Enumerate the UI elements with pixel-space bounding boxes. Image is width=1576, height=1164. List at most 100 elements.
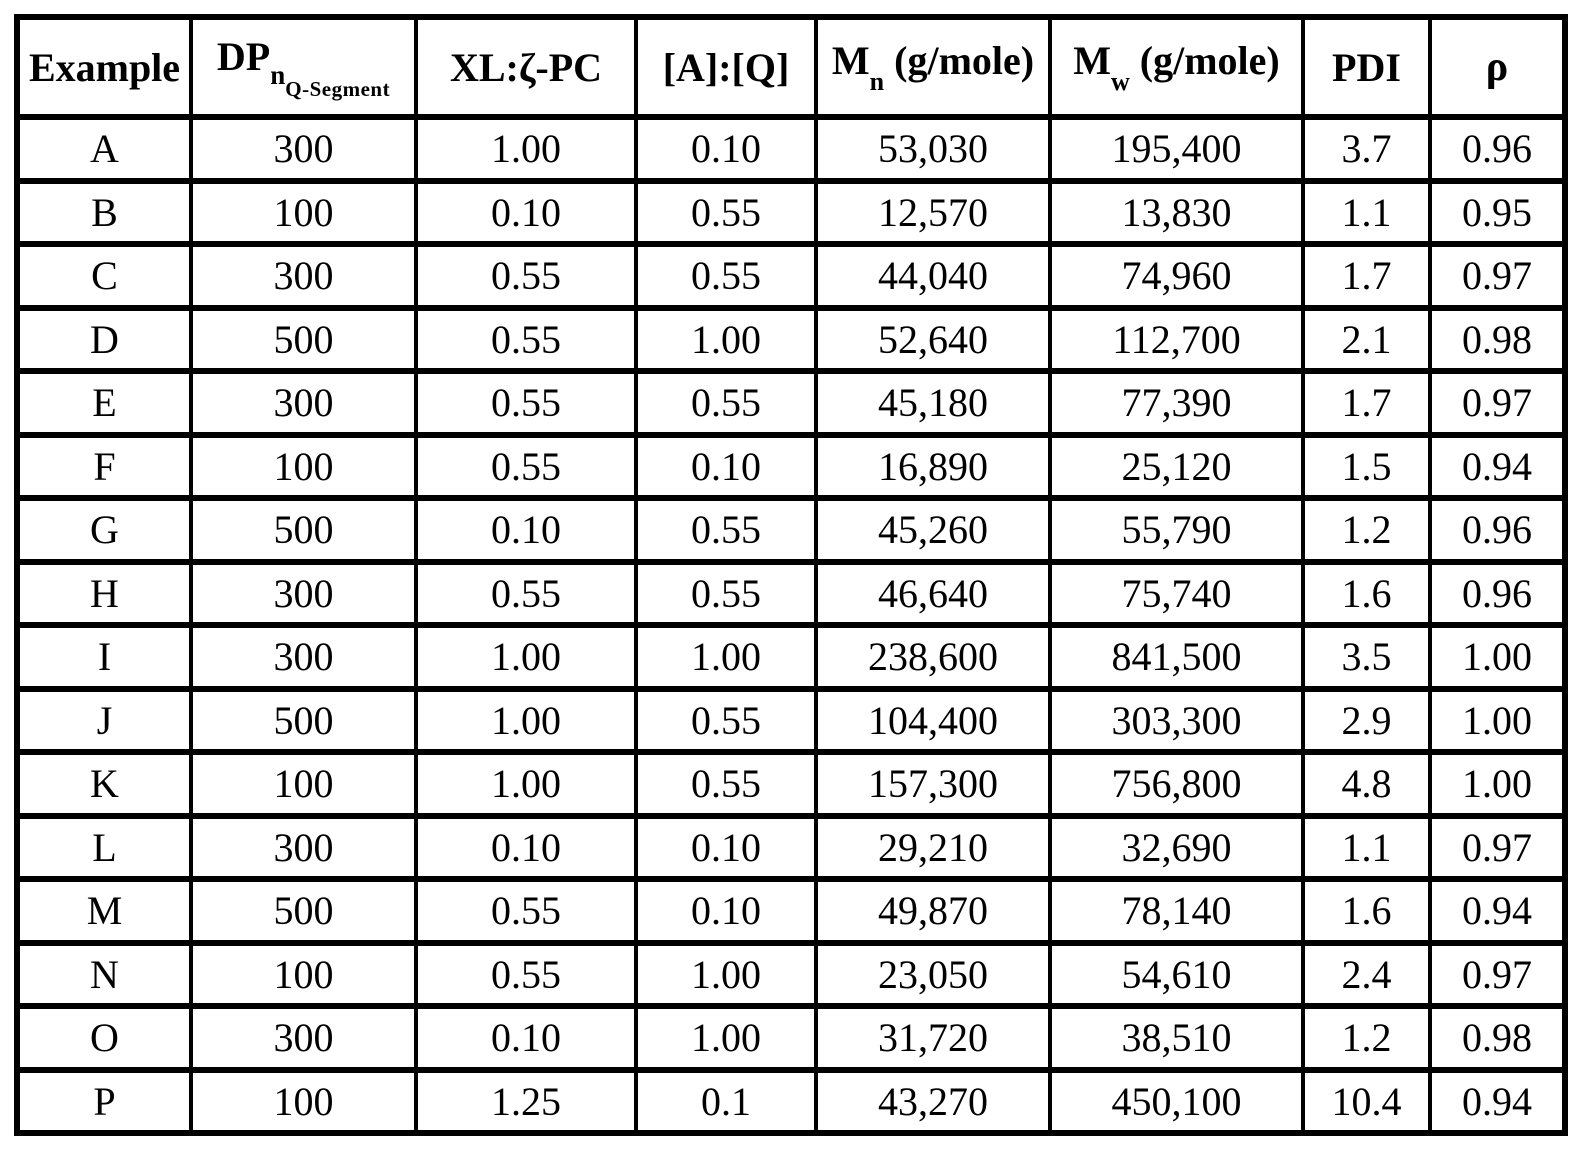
cell-p-aq: 0.1 [634,1066,818,1136]
cell-k-mn: 157,300 [814,749,1052,819]
cell-b-rho: 0.95 [1428,177,1567,247]
cell-g-pdi: 1.2 [1301,495,1432,565]
cell-f-aq: 0.10 [634,431,818,501]
cell-a-dp: 300 [189,114,418,184]
cell-f-xl: 0.55 [414,431,638,501]
cell-e-aq: 0.55 [634,368,818,438]
cell-p-mw: 450,100 [1048,1066,1305,1136]
dp-subsub-q-segment: Q-Segment [285,76,391,101]
cell-d-pdi: 2.1 [1301,304,1432,374]
cell-g-mn: 45,260 [814,495,1052,565]
cell-f-dp: 100 [189,431,418,501]
dp-sub-n: n [270,59,286,90]
table-row-k: K 100 1.00 0.55 157,300 756,800 4.8 1.00 [15,749,1567,819]
cell-i-example: I [15,622,193,692]
cell-g-dp: 500 [189,495,418,565]
polymer-properties-table: Example DPnQ-Segment XL:ζ-PC [A]:[Q] Mn(… [14,14,1568,1136]
cell-p-mn: 43,270 [814,1066,1052,1136]
cell-b-dp: 100 [189,177,418,247]
cell-n-xl: 0.55 [414,939,638,1009]
cell-d-xl: 0.55 [414,304,638,374]
col-header-mn: Mn (g/mole) [814,14,1052,120]
cell-g-mw: 55,790 [1048,495,1305,565]
cell-b-aq: 0.55 [634,177,818,247]
mw-units: (g/mole) [1139,38,1280,83]
col-header-pdi: PDI [1301,14,1432,120]
cell-l-mn: 29,210 [814,812,1052,882]
col-header-example: Example [15,14,193,120]
cell-f-pdi: 1.5 [1301,431,1432,501]
cell-i-pdi: 3.5 [1301,622,1432,692]
table-row-a: A 300 1.00 0.10 53,030 195,400 3.7 0.96 [15,114,1567,184]
table-row-e: E 300 0.55 0.55 45,180 77,390 1.7 0.97 [15,368,1567,438]
cell-f-mn: 16,890 [814,431,1052,501]
cell-d-example: D [15,304,193,374]
col-header-dp-n-q-segment: DPnQ-Segment [189,14,418,120]
cell-n-example: N [15,939,193,1009]
cell-o-mw: 38,510 [1048,1003,1305,1073]
cell-j-xl: 1.00 [414,685,638,755]
cell-h-rho: 0.96 [1428,558,1567,628]
table-row-c: C 300 0.55 0.55 44,040 74,960 1.7 0.97 [15,241,1567,311]
cell-i-xl: 1.00 [414,622,638,692]
table-row-d: D 500 0.55 1.00 52,640 112,700 2.1 0.98 [15,304,1567,374]
cell-h-mn: 46,640 [814,558,1052,628]
cell-e-xl: 0.55 [414,368,638,438]
mw-base: M [1073,38,1112,83]
table-row-b: B 100 0.10 0.55 12,570 13,830 1.1 0.95 [15,177,1567,247]
cell-l-aq: 0.10 [634,812,818,882]
cell-j-dp: 500 [189,685,418,755]
cell-g-xl: 0.10 [414,495,638,565]
cell-n-dp: 100 [189,939,418,1009]
cell-j-pdi: 2.9 [1301,685,1432,755]
cell-m-dp: 500 [189,876,418,946]
cell-l-xl: 0.10 [414,812,638,882]
cell-l-mw: 32,690 [1048,812,1305,882]
table-header: Example DPnQ-Segment XL:ζ-PC [A]:[Q] Mn(… [15,14,1567,120]
cell-f-example: F [15,431,193,501]
cell-a-pdi: 3.7 [1301,114,1432,184]
table-row-m: M 500 0.55 0.10 49,870 78,140 1.6 0.94 [15,876,1567,946]
cell-l-pdi: 1.1 [1301,812,1432,882]
cell-l-rho: 0.97 [1428,812,1567,882]
cell-c-xl: 0.55 [414,241,638,311]
cell-b-example: B [15,177,193,247]
cell-o-aq: 1.00 [634,1003,818,1073]
cell-p-dp: 100 [189,1066,418,1136]
cell-n-mn: 23,050 [814,939,1052,1009]
cell-m-mn: 49,870 [814,876,1052,946]
col-header-a-q-ratio: [A]:[Q] [634,14,818,120]
cell-p-rho: 0.94 [1428,1066,1567,1136]
table-row-j: J 500 1.00 0.55 104,400 303,300 2.9 1.00 [15,685,1567,755]
cell-j-example: J [15,685,193,755]
cell-o-example: O [15,1003,193,1073]
col-header-rho: ρ [1428,14,1567,120]
cell-h-xl: 0.55 [414,558,638,628]
cell-g-example: G [15,495,193,565]
cell-k-aq: 0.55 [634,749,818,819]
mn-units: (g/mole) [894,38,1035,83]
cell-c-example: C [15,241,193,311]
cell-d-aq: 1.00 [634,304,818,374]
cell-k-xl: 1.00 [414,749,638,819]
cell-a-mw: 195,400 [1048,114,1305,184]
dp-base: DP [216,33,271,79]
cell-j-mw: 303,300 [1048,685,1305,755]
cell-j-rho: 1.00 [1428,685,1567,755]
cell-k-rho: 1.00 [1428,749,1567,819]
cell-k-pdi: 4.8 [1301,749,1432,819]
table-body: A 300 1.00 0.10 53,030 195,400 3.7 0.96 B 100 0.10… [15,114,1567,1136]
cell-c-dp: 300 [189,241,418,311]
cell-d-mw: 112,700 [1048,304,1305,374]
cell-e-rho: 0.97 [1428,368,1567,438]
cell-j-mn: 104,400 [814,685,1052,755]
cell-i-aq: 1.00 [634,622,818,692]
cell-m-rho: 0.94 [1428,876,1567,946]
header-row: Example DPnQ-Segment XL:ζ-PC [A]:[Q] Mn(… [15,14,1567,120]
cell-i-mw: 841,500 [1048,622,1305,692]
cell-f-mw: 25,120 [1048,431,1305,501]
cell-n-mw: 54,610 [1048,939,1305,1009]
cell-i-rho: 1.00 [1428,622,1567,692]
cell-h-example: H [15,558,193,628]
cell-p-xl: 1.25 [414,1066,638,1136]
